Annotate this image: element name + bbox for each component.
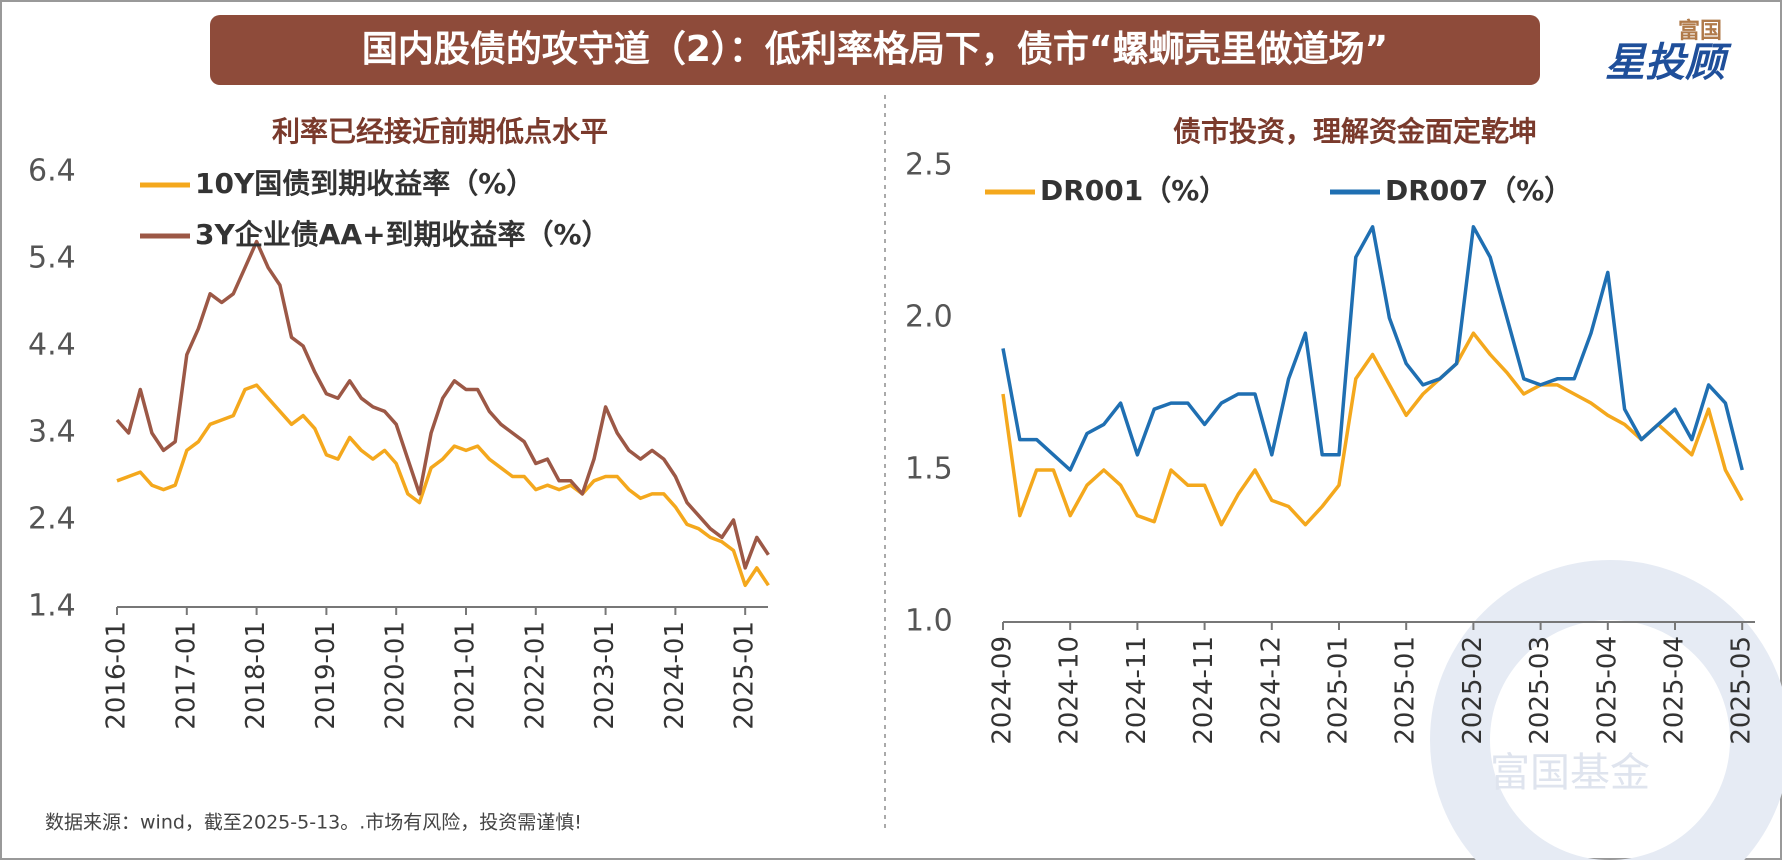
x-tick-label: 2024-09 <box>988 636 1018 745</box>
x-tick-label: 2018-01 <box>241 621 271 730</box>
x-tick-label: 2020-01 <box>381 621 411 730</box>
legend-label: DR007（%） <box>1385 174 1572 207</box>
logo-top: 富国 <box>1678 18 1722 44</box>
series-line <box>115 239 770 570</box>
series-line <box>1001 331 1744 527</box>
y-tick-label: 2.4 <box>28 502 76 537</box>
y-tick-label: 5.4 <box>28 241 76 276</box>
x-tick-label: 2016-01 <box>102 621 132 730</box>
y-tick-label: 1.5 <box>905 452 953 487</box>
footnote: 数据来源：wind，截至2025-5-13。.市场有风险，投资需谨慎! <box>45 812 582 834</box>
y-tick-label: 6.4 <box>28 154 76 189</box>
x-tick-label: 2019-01 <box>311 621 341 730</box>
header-banner <box>210 15 1540 85</box>
watermark-logo <box>1430 560 1782 860</box>
legend-label: 10Y国债到期收益率（%） <box>195 167 534 200</box>
x-tick-label: 2024-11 <box>1189 636 1219 745</box>
x-tick-label: 2025-05 <box>1727 636 1757 745</box>
watermark: 富国基金 <box>1490 750 1650 796</box>
header-title: 国内股债的攻守道（2）：低利率格局下，债市“螺蛳壳里做道场” <box>362 29 1388 70</box>
x-tick-label: 2024-10 <box>1055 636 1085 745</box>
series-line <box>1001 225 1744 472</box>
x-tick-label: 2024-12 <box>1256 636 1286 745</box>
x-tick-label: 2021-01 <box>450 621 480 730</box>
y-tick-label: 2.0 <box>905 300 953 335</box>
x-tick-label: 2025-01 <box>730 621 760 730</box>
x-tick-label: 2025-03 <box>1525 636 1555 745</box>
y-tick-label: 3.4 <box>28 415 76 450</box>
y-tick-label: 2.5 <box>905 148 953 183</box>
legend-label: 3Y企业债AA+到期收益率（%） <box>195 218 610 251</box>
series-line <box>116 383 770 588</box>
x-tick-label: 2025-01 <box>1324 636 1354 745</box>
x-tick-label: 2025-02 <box>1458 636 1488 745</box>
y-tick-label: 1.0 <box>905 604 953 639</box>
x-tick-label: 2024-11 <box>1122 636 1152 745</box>
x-tick-label: 2017-01 <box>171 621 201 730</box>
x-tick-label: 2024-01 <box>660 621 690 730</box>
y-tick-label: 1.4 <box>28 589 76 624</box>
x-tick-label: 2025-04 <box>1660 636 1690 745</box>
y-tick-label: 4.4 <box>28 328 76 363</box>
legend-label: DR001（%） <box>1040 174 1227 207</box>
chart-title: 利率已经接近前期低点水平 <box>272 115 608 148</box>
logo: 星投顾 <box>1605 40 1732 86</box>
chart-title: 债市投资，理解资金面定乾坤 <box>1173 115 1537 148</box>
x-tick-label: 2023-01 <box>590 621 620 730</box>
x-tick-label: 2022-01 <box>520 621 550 730</box>
x-tick-label: 2025-01 <box>1391 636 1421 745</box>
x-tick-label: 2025-04 <box>1592 636 1622 745</box>
